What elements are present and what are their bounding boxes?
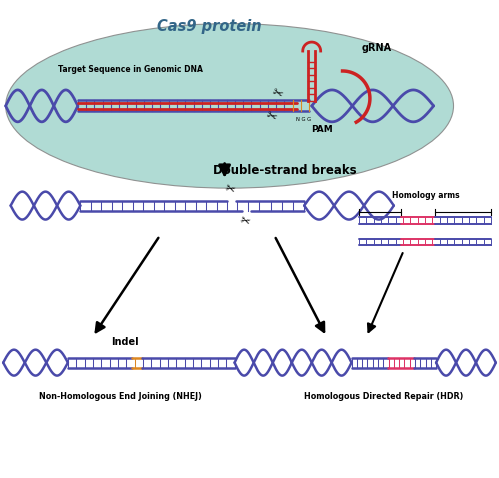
Text: Cas9 protein: Cas9 protein: [157, 19, 262, 33]
Text: ✂: ✂: [223, 181, 237, 197]
Text: Indel: Indel: [111, 337, 139, 347]
Text: N G G: N G G: [296, 117, 311, 122]
Text: Target Sequence in Genomic DNA: Target Sequence in Genomic DNA: [58, 65, 203, 74]
Text: gRNA: gRNA: [361, 43, 391, 53]
Text: Homologous Directed Repair (HDR): Homologous Directed Repair (HDR): [304, 392, 464, 401]
Text: ✂: ✂: [269, 85, 284, 101]
Text: Homology arms: Homology arms: [392, 191, 460, 200]
Text: ✂: ✂: [263, 109, 278, 125]
Text: PAM: PAM: [311, 125, 332, 134]
Text: ✂: ✂: [238, 213, 251, 228]
Ellipse shape: [5, 23, 454, 188]
Text: Non-Homologous End Joining (NHEJ): Non-Homologous End Joining (NHEJ): [39, 392, 202, 401]
Text: Double-strand breaks: Double-strand breaks: [213, 163, 356, 177]
